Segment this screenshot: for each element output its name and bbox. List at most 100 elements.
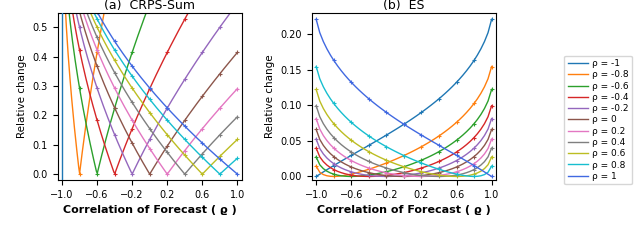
ρ = 0 (366, 171, 374, 174)
ρ = -0.2 (348, 170, 356, 173)
ρ = 0.4 (484, 155, 492, 158)
ρ = -1 (334, 162, 342, 165)
ρ = 0.4 (470, 168, 477, 171)
ρ = 1 (312, 18, 320, 21)
ρ = 0.2 (348, 160, 356, 162)
ρ = -0.8 (431, 138, 438, 140)
ρ = 0.8 (467, 175, 474, 178)
ρ = 0 (398, 175, 406, 178)
ρ = 0.6 (337, 130, 345, 133)
ρ = 0.4 (423, 174, 431, 178)
X-axis label: Correlation of Forecast ( ϱ ): Correlation of Forecast ( ϱ ) (317, 205, 491, 215)
ρ = 0.8 (341, 115, 349, 118)
ρ = 1 (441, 147, 449, 150)
ρ = 1 (459, 158, 467, 160)
ρ = -0.6 (326, 172, 334, 174)
ρ = 0.8 (362, 133, 370, 136)
ρ = 0.2 (409, 175, 417, 178)
ρ = -0.2 (359, 173, 367, 176)
Line: ρ = 0.2: ρ = 0.2 (316, 118, 492, 176)
ρ = 0.2 (467, 164, 474, 168)
ρ = 0.4 (445, 174, 452, 178)
ρ = 0.6 (413, 169, 420, 172)
ρ = -0.4 (352, 174, 360, 177)
ρ = 0.8 (413, 160, 420, 162)
ρ = 0.2 (370, 168, 378, 171)
ρ = 0 (431, 172, 438, 175)
ρ = -0.4 (484, 115, 492, 118)
ρ = -0.2 (467, 150, 474, 153)
ρ = 0.6 (434, 174, 442, 176)
Line: ρ = 0.8: ρ = 0.8 (316, 66, 492, 176)
ρ = 0.6 (344, 136, 352, 140)
ρ = 0.8 (334, 107, 342, 110)
ρ = 0 (449, 167, 456, 170)
ρ = 0.4 (316, 115, 324, 118)
ρ = -1 (459, 74, 467, 76)
ρ = -0.2 (391, 175, 399, 178)
Line: ρ = 1: ρ = 1 (316, 19, 492, 176)
ρ = -1 (373, 139, 381, 142)
ρ = 0.4 (413, 173, 420, 176)
ρ = 0.4 (398, 171, 406, 174)
ρ = 0 (388, 174, 396, 178)
ρ = -0.2 (413, 172, 420, 175)
ρ = -0.8 (477, 92, 484, 95)
ρ = 0.8 (438, 168, 445, 172)
ρ = -0.2 (477, 139, 484, 142)
ρ = 0.6 (456, 175, 463, 178)
ρ = 1 (488, 175, 495, 178)
ρ = 0.2 (405, 174, 413, 178)
ρ = 0.6 (452, 175, 460, 178)
ρ = 0.8 (330, 102, 338, 106)
ρ = 0.4 (341, 146, 349, 149)
ρ = -1 (463, 69, 470, 72)
ρ = 0 (445, 168, 452, 172)
ρ = 0.2 (431, 174, 438, 178)
ρ = -0.6 (341, 175, 349, 178)
ρ = 0.2 (438, 174, 445, 176)
ρ = 0.8 (434, 168, 442, 170)
ρ = -0.8 (463, 111, 470, 114)
ρ = 0.2 (388, 172, 396, 175)
ρ = 0 (413, 174, 420, 178)
ρ = 0 (377, 173, 385, 176)
ρ = -0.8 (452, 122, 460, 124)
ρ = -0.2 (316, 147, 324, 150)
ρ = 1 (316, 31, 324, 34)
ρ = 1 (388, 114, 396, 117)
ρ = 1 (362, 95, 370, 98)
ρ = 0.2 (402, 174, 410, 177)
ρ = -0.2 (445, 163, 452, 166)
ρ = 0.2 (441, 173, 449, 176)
ρ = -0.6 (348, 175, 356, 178)
ρ = 0.6 (380, 158, 388, 161)
ρ = 0.2 (398, 174, 406, 177)
ρ = 0.8 (344, 118, 352, 121)
ρ = 0.8 (326, 98, 334, 100)
ρ = 0.4 (474, 166, 481, 169)
ρ = 1 (423, 137, 431, 140)
ρ = -0.4 (434, 160, 442, 164)
ρ = -0.4 (359, 175, 367, 178)
ρ = 0.2 (384, 172, 392, 174)
ρ = 0.4 (438, 175, 445, 178)
ρ = 0.4 (359, 157, 367, 160)
ρ = -0.8 (362, 168, 370, 172)
ρ = -0.2 (341, 168, 349, 171)
ρ = 0.8 (488, 165, 495, 168)
ρ = 0 (341, 162, 349, 166)
ρ = -0.4 (395, 172, 403, 175)
ρ = 0.4 (380, 166, 388, 169)
ρ = 0.4 (456, 173, 463, 176)
ρ = 0.6 (330, 122, 338, 126)
X-axis label: Correlation of Forecast ( ϱ ): Correlation of Forecast ( ϱ ) (63, 205, 237, 215)
ρ = 0.8 (445, 171, 452, 174)
ρ = 0 (488, 128, 495, 131)
ρ = 0 (420, 174, 428, 177)
Line: ρ = 0.4: ρ = 0.4 (316, 106, 492, 176)
ρ = 1 (384, 112, 392, 115)
ρ = 0.6 (481, 167, 488, 170)
ρ = -1 (384, 133, 392, 136)
ρ = 0.4 (420, 174, 428, 177)
